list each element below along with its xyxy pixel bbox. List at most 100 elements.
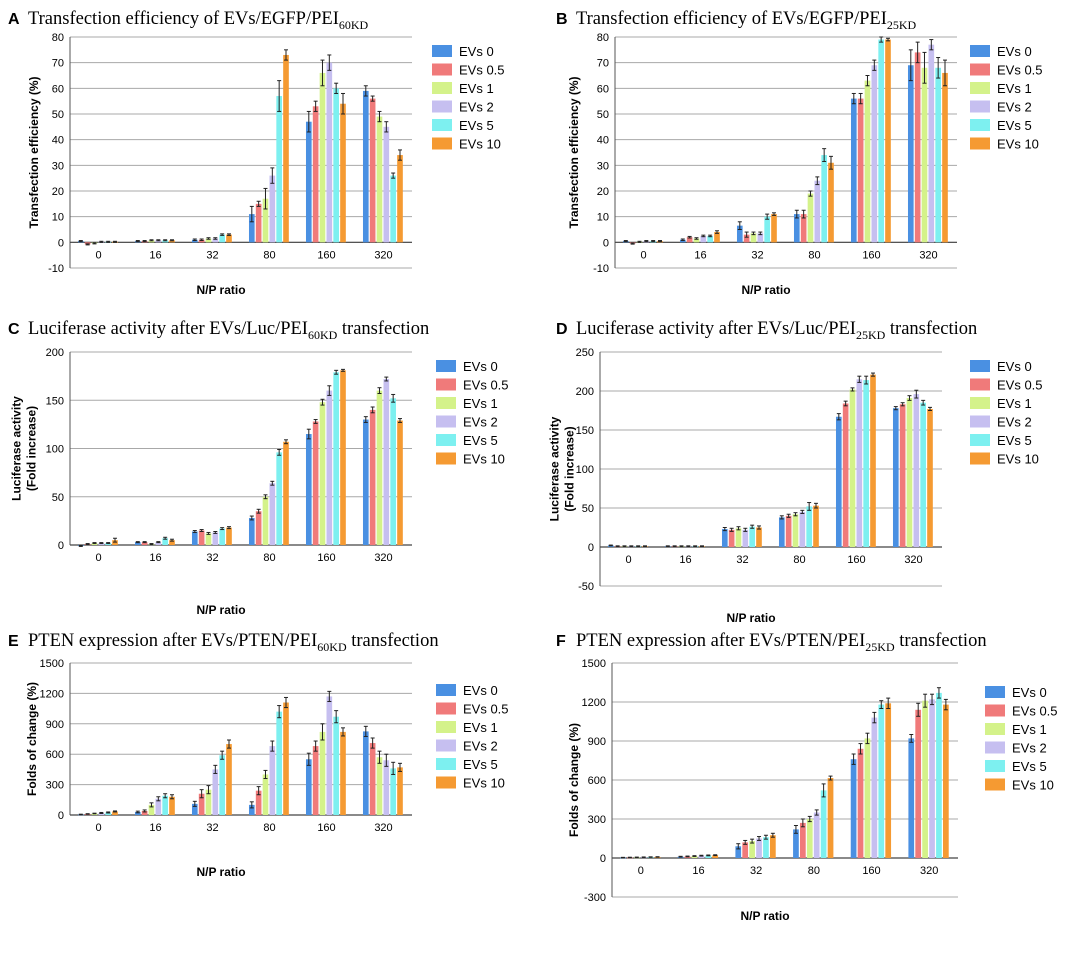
- bar: [849, 389, 856, 547]
- y-axis-label: Transfection efficiency (%): [567, 76, 581, 228]
- x-tick-label: 320: [374, 822, 392, 834]
- bar: [807, 193, 814, 243]
- legend-label: EVs 10: [997, 452, 1039, 467]
- x-tick-label: 16: [692, 865, 704, 877]
- y-tick-label: 0: [58, 540, 64, 552]
- legend-label: EVs 0: [459, 44, 494, 59]
- panel-letter: C: [8, 321, 20, 338]
- legend-swatch: [432, 82, 452, 94]
- bar: [105, 812, 111, 815]
- legend-label: EVs 0.5: [459, 63, 505, 78]
- legend-label: EVs 5: [997, 433, 1032, 448]
- bar: [885, 39, 891, 243]
- legend-label: EVs 0: [997, 359, 1032, 374]
- x-tick-label: 0: [95, 249, 101, 261]
- y-tick-label: -10: [48, 263, 64, 275]
- legend-label: EVs 10: [1012, 778, 1054, 793]
- bar: [763, 837, 769, 858]
- chart-title-subscript: 60KD: [308, 328, 338, 342]
- legend-label: EVs 1: [1012, 722, 1047, 737]
- x-tick-label: 0: [95, 822, 101, 834]
- legend-swatch: [432, 119, 452, 131]
- bar: [369, 743, 376, 815]
- bar: [878, 704, 885, 858]
- bar: [333, 88, 339, 243]
- bar: [728, 529, 735, 547]
- y-tick-label: 600: [588, 775, 606, 787]
- legend-swatch: [436, 758, 456, 770]
- legend-label: EVs 5: [1012, 759, 1047, 774]
- bar: [878, 39, 884, 243]
- bar: [714, 232, 720, 243]
- legend: EVs 0 EVs 0.5 EVs 1 EVs 2 EVs 5 EVs 10: [436, 359, 509, 467]
- y-tick-label: 50: [582, 503, 594, 515]
- legend-label: EVs 10: [463, 452, 505, 467]
- bar: [907, 65, 914, 243]
- y-tick-label: 10: [597, 212, 609, 224]
- legend-label: EVs 5: [463, 757, 498, 772]
- bar: [943, 704, 949, 858]
- chart-title-main: PTEN expression after EVs/PTEN/PEI: [28, 631, 317, 651]
- bar: [871, 717, 878, 858]
- legend-swatch: [436, 360, 456, 372]
- y-tick-label: 100: [576, 464, 594, 476]
- bar: [920, 402, 926, 547]
- x-tick-label: 320: [374, 249, 392, 261]
- legend-label: EVs 0.5: [463, 378, 509, 393]
- bar: [813, 812, 820, 858]
- y-tick-label: 0: [58, 237, 64, 249]
- bar: [134, 811, 141, 815]
- x-tick-label: 32: [206, 552, 218, 564]
- bar: [155, 542, 162, 545]
- bar: [835, 416, 842, 547]
- bar: [686, 237, 693, 243]
- y-tick-label: 900: [588, 736, 606, 748]
- legend-label: EVs 0.5: [463, 702, 509, 717]
- legend: EVs 0 EVs 0.5 EVs 1 EVs 2 EVs 5 EVs 10: [970, 359, 1043, 467]
- bar: [362, 90, 369, 243]
- chart-title: Luciferase activity after EVs/Luc/PEI60K…: [28, 319, 429, 342]
- x-tick-label: 0: [638, 865, 644, 877]
- bar: [369, 98, 376, 243]
- bar: [771, 214, 777, 243]
- y-tick-label: 900: [46, 719, 64, 731]
- y-tick-label: 80: [52, 32, 64, 44]
- x-tick-label: 80: [793, 554, 805, 566]
- chart-title: Transfection efficiency of EVs/EGFP/PEI2…: [576, 9, 917, 32]
- bar: [842, 403, 849, 547]
- chart-title-suffix: transfection: [347, 631, 439, 651]
- x-tick-label: 16: [149, 249, 161, 261]
- bar: [326, 696, 333, 815]
- bar: [383, 379, 390, 545]
- bar: [799, 822, 806, 858]
- bar: [764, 216, 770, 243]
- legend-swatch: [436, 776, 456, 789]
- bar: [770, 835, 776, 858]
- bar: [169, 540, 175, 545]
- y-tick-label: 50: [52, 492, 64, 504]
- bar: [707, 235, 713, 243]
- y-tick-label: 0: [58, 810, 64, 822]
- bar: [892, 408, 899, 547]
- bar: [376, 390, 383, 545]
- bar: [148, 240, 155, 243]
- bar: [679, 239, 686, 243]
- bar: [913, 394, 920, 547]
- legend-label: EVs 10: [459, 137, 501, 152]
- x-tick-label: 0: [95, 552, 101, 564]
- x-tick-label: 80: [808, 865, 820, 877]
- bar: [736, 225, 743, 243]
- chart-title-subscript: 25KD: [856, 328, 886, 342]
- bar: [735, 846, 742, 858]
- bar: [155, 240, 162, 243]
- legend-label: EVs 0: [463, 683, 498, 698]
- y-tick-label: 0: [588, 542, 594, 554]
- bar: [383, 760, 390, 815]
- chart-title-main: Luciferase activity after EVs/Luc/PEI: [28, 319, 308, 339]
- bar: [169, 240, 175, 243]
- bar: [269, 483, 276, 545]
- bar: [319, 72, 326, 243]
- chart-panel-d: D Luciferase activity after EVs/Luc/PEI25…: [547, 319, 1042, 625]
- x-tick-label: 32: [206, 822, 218, 834]
- chart-title-subscript: 25KD: [887, 18, 917, 32]
